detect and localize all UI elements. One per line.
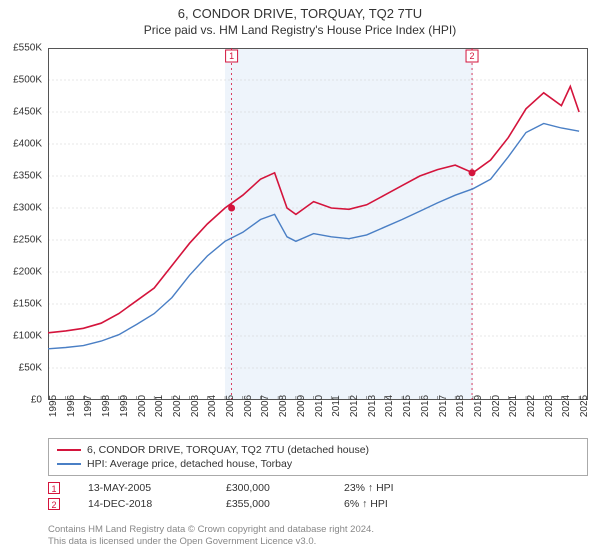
chart-container: 6, CONDOR DRIVE, TORQUAY, TQ2 7TU Price … [0, 0, 600, 560]
x-axis-label: 1997 [83, 395, 94, 417]
y-axis-label: £300K [13, 203, 42, 214]
chart-svg: 12 [48, 48, 588, 400]
legend-item: 6, CONDOR DRIVE, TORQUAY, TQ2 7TU (detac… [57, 443, 579, 457]
chart-title: 6, CONDOR DRIVE, TORQUAY, TQ2 7TU [0, 0, 600, 21]
events-table: 1 13-MAY-2005 £300,000 23% ↑ HPI 2 14-DE… [48, 480, 588, 512]
x-axis-label: 2000 [137, 395, 148, 417]
y-axis-label: £550K [13, 43, 42, 54]
legend-label: 6, CONDOR DRIVE, TORQUAY, TQ2 7TU (detac… [87, 443, 369, 457]
y-axis-label: £450K [13, 107, 42, 118]
legend: 6, CONDOR DRIVE, TORQUAY, TQ2 7TU (detac… [48, 438, 588, 476]
footer-line: This data is licensed under the Open Gov… [48, 536, 588, 548]
event-marker-box: 1 [48, 482, 60, 494]
x-axis-label: 2017 [438, 395, 449, 417]
x-axis-label: 2016 [420, 395, 431, 417]
y-axis-label: £500K [13, 75, 42, 86]
x-axis-label: 2001 [154, 395, 165, 417]
footer: Contains HM Land Registry data © Crown c… [48, 524, 588, 548]
event-price: £300,000 [226, 482, 316, 494]
x-axis-label: 2019 [473, 395, 484, 417]
event-date: 13-MAY-2005 [88, 482, 198, 494]
legend-label: HPI: Average price, detached house, Torb… [87, 457, 292, 471]
y-axis-label: £400K [13, 139, 42, 150]
x-axis-label: 2023 [544, 395, 555, 417]
x-axis-label: 2004 [207, 395, 218, 417]
event-hpi: 6% ↑ HPI [344, 498, 454, 510]
x-axis-label: 2020 [491, 395, 502, 417]
x-axis-label: 2010 [314, 395, 325, 417]
y-axis-label: £350K [13, 171, 42, 182]
x-axis-label: 1995 [48, 395, 59, 417]
event-hpi: 23% ↑ HPI [344, 482, 454, 494]
chart-area: 12 £0£50K£100K£150K£200K£250K£300K£350K£… [48, 48, 588, 400]
footer-line: Contains HM Land Registry data © Crown c… [48, 524, 588, 536]
y-axis-label: £100K [13, 331, 42, 342]
x-axis-label: 1996 [66, 395, 77, 417]
y-axis-label: £250K [13, 235, 42, 246]
x-axis-label: 2025 [579, 395, 590, 417]
y-axis-label: £200K [13, 267, 42, 278]
x-axis-label: 2014 [384, 395, 395, 417]
x-axis-label: 2018 [455, 395, 466, 417]
event-row: 1 13-MAY-2005 £300,000 23% ↑ HPI [48, 480, 588, 496]
x-axis-label: 2007 [260, 395, 271, 417]
x-axis-label: 2003 [190, 395, 201, 417]
x-axis-label: 2011 [331, 395, 342, 417]
legend-item: HPI: Average price, detached house, Torb… [57, 457, 579, 471]
x-axis-label: 2002 [172, 395, 183, 417]
x-axis-label: 2005 [225, 395, 236, 417]
chart-subtitle: Price paid vs. HM Land Registry's House … [0, 21, 600, 41]
svg-text:2: 2 [470, 51, 475, 61]
x-axis-label: 2021 [508, 395, 519, 417]
y-axis-label: £150K [13, 299, 42, 310]
event-price: £355,000 [226, 498, 316, 510]
x-axis-label: 2008 [278, 395, 289, 417]
event-marker-box: 2 [48, 498, 60, 510]
svg-text:1: 1 [229, 51, 234, 61]
x-axis-label: 1999 [119, 395, 130, 417]
legend-swatch [57, 449, 81, 451]
x-axis-label: 1998 [101, 395, 112, 417]
x-axis-label: 2024 [561, 395, 572, 417]
event-row: 2 14-DEC-2018 £355,000 6% ↑ HPI [48, 496, 588, 512]
x-axis-label: 2013 [367, 395, 378, 417]
x-axis-label: 2022 [526, 395, 537, 417]
x-axis-label: 2009 [296, 395, 307, 417]
y-axis-label: £50K [19, 363, 42, 374]
event-date: 14-DEC-2018 [88, 498, 198, 510]
x-axis-label: 2015 [402, 395, 413, 417]
x-axis-label: 2006 [243, 395, 254, 417]
legend-swatch [57, 463, 81, 465]
y-axis-label: £0 [31, 395, 42, 406]
x-axis-label: 2012 [349, 395, 360, 417]
